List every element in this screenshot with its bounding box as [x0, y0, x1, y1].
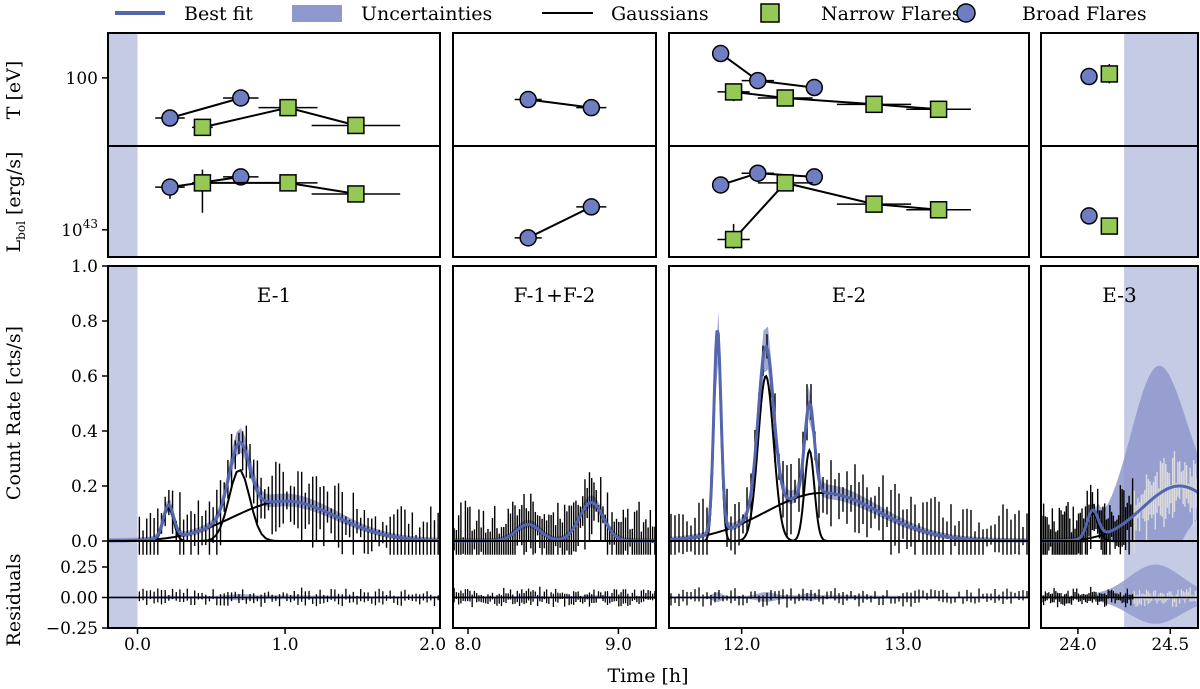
narrow-flare-lum-marker: [193, 174, 212, 192]
narrow-flare-temp-marker: [347, 116, 365, 135]
best-fit-curve: [108, 440, 441, 543]
narrow-flare-temp-marker: [193, 118, 212, 137]
broad-flare-temp-marker: [749, 71, 767, 90]
broad-flare-temp-marker: [1080, 67, 1098, 86]
rate-tick-label: 1.0: [71, 257, 98, 277]
lum-ylabel: Lbol [erg/s]: [3, 152, 28, 253]
narrow-temp-line: [202, 106, 357, 129]
temp-ylabel: T [eV]: [3, 61, 25, 120]
broad-flare-lum-marker: [805, 168, 824, 186]
x-tick-label: 13.0: [884, 635, 922, 655]
rate-ylabel: Count Rate [cts/s]: [3, 326, 25, 500]
panel-E-2: E-2 12.0 13.0: [668, 32, 1030, 655]
rate-tick-label: 0.0: [71, 532, 98, 552]
best-fit-curve: [668, 329, 1029, 543]
broad-flare-lum-marker: [711, 176, 730, 194]
panel-label: E-3: [1102, 283, 1136, 307]
frame-bottom: [668, 265, 1030, 629]
legend-uncertainties-label: Uncertainties: [361, 3, 492, 25]
lum-tick-exp: 43: [83, 217, 98, 231]
narrow-flare-lum-marker: [724, 230, 743, 249]
lum-tick-label: 1043: [61, 217, 98, 241]
panel-F-1+F-2: F-1+F-2 8.0 9.0: [452, 32, 657, 655]
broad-flare-lum-marker: [161, 178, 179, 196]
legend-gaussians-label: Gaussians: [611, 3, 709, 25]
legend: Best fit Uncertainties Gaussians Narrow …: [115, 3, 1147, 25]
narrow-flare-temp-marker: [929, 100, 948, 119]
x-tick-label: 0.0: [124, 635, 151, 655]
x-tick-label: 1.0: [272, 635, 299, 655]
rate-tick-label: 0.2: [71, 477, 98, 497]
temp-tick-label: 100: [66, 69, 98, 89]
broad-flare-lum-marker: [1080, 207, 1098, 225]
lum-tick-base: 10: [61, 221, 83, 241]
uncertainty-band: [669, 310, 1029, 541]
legend-narrow-label: Narrow Flares: [821, 3, 962, 25]
resid-ylabel: Residuals: [3, 554, 25, 647]
narrow-lum-line: [732, 181, 939, 241]
legend-best-fit-label: Best fit: [184, 3, 253, 25]
narrow-flare-temp-marker: [279, 98, 297, 117]
narrow-temp-line: [733, 90, 939, 111]
panel-label: E-2: [832, 283, 866, 307]
rate-tick-label: 0.4: [71, 422, 98, 442]
legend-narrow-marker: [760, 3, 780, 23]
panel-E-3: E-3 24.0 24.5: [1040, 32, 1199, 655]
rate-tick-label: 0.8: [71, 312, 98, 332]
narrow-flare-temp-marker: [724, 83, 743, 101]
broad-flare-lum-marker: [519, 229, 537, 247]
lum-ylabel-main: L: [3, 239, 25, 252]
broad-flare-lum-marker: [232, 168, 250, 186]
broad-lum-line: [527, 206, 592, 239]
broad-flare-temp-marker: [805, 78, 824, 97]
broad-flare-temp-marker: [232, 89, 250, 107]
narrow-flare-lum-marker: [865, 195, 883, 213]
legend-broad-label: Broad Flares: [1022, 3, 1147, 25]
x-tick-label: 24.0: [1059, 635, 1097, 655]
broad-flare-temp-marker: [519, 90, 537, 109]
x-tick-label: 24.5: [1151, 635, 1189, 655]
legend-uncertainties-swatch: [292, 5, 342, 22]
frame-bottom: [1040, 265, 1199, 629]
resid-tick-label: 0.25: [60, 558, 98, 578]
legend-broad-marker: [956, 3, 976, 23]
narrow-flare-lum-marker: [776, 174, 794, 192]
broad-flare-lum-marker: [749, 164, 767, 182]
broad-temp-line: [720, 52, 815, 89]
x-tick-label: 8.0: [455, 635, 482, 655]
narrow-flare-lum-marker: [279, 174, 297, 192]
residual-band: [1041, 564, 1198, 624]
narrow-lum-line: [202, 181, 357, 195]
lum-ylabel-sub: bol: [14, 221, 28, 240]
broad-flare-temp-marker: [711, 44, 730, 63]
panel-E-1: E-1 0.0 1.0 2.0: [107, 32, 446, 655]
narrow-flare-lum-marker: [929, 201, 948, 219]
frame-bottom: [452, 265, 657, 629]
narrow-flare-lum-marker: [1100, 217, 1119, 235]
lum-ylabel-unit: [erg/s]: [3, 152, 25, 222]
narrow-flare-temp-marker: [865, 95, 883, 114]
frame-bottom: [107, 265, 441, 629]
broad-temp-line: [169, 97, 242, 119]
x-tick-label: 9.0: [605, 635, 632, 655]
broad-flare-lum-marker: [582, 198, 601, 216]
broad-flare-temp-marker: [161, 109, 179, 127]
resid-tick-label: −0.25: [46, 619, 98, 639]
broad-flare-temp-marker: [582, 98, 601, 117]
broad-temp-line: [528, 98, 592, 109]
narrow-flare-temp-marker: [1100, 65, 1119, 83]
shaded-region-bottom: [108, 266, 138, 628]
panel-label: E-1: [257, 283, 291, 307]
panels: E-1 0.0 1.0 2.0 F-1+F-2 8.0 9.0 E-2 12.0 13.0 E-3 2…: [46, 32, 1199, 655]
x-tick-label: 12.0: [723, 635, 761, 655]
resid-tick-label: 0.00: [60, 589, 98, 609]
panel-label: F-1+F-2: [514, 283, 596, 307]
x-axis-label: Time [h]: [607, 665, 688, 687]
x-tick-label: 2.0: [419, 635, 446, 655]
rate-tick-label: 0.6: [71, 367, 98, 387]
narrow-flare-temp-marker: [776, 89, 794, 107]
narrow-flare-lum-marker: [347, 185, 365, 203]
